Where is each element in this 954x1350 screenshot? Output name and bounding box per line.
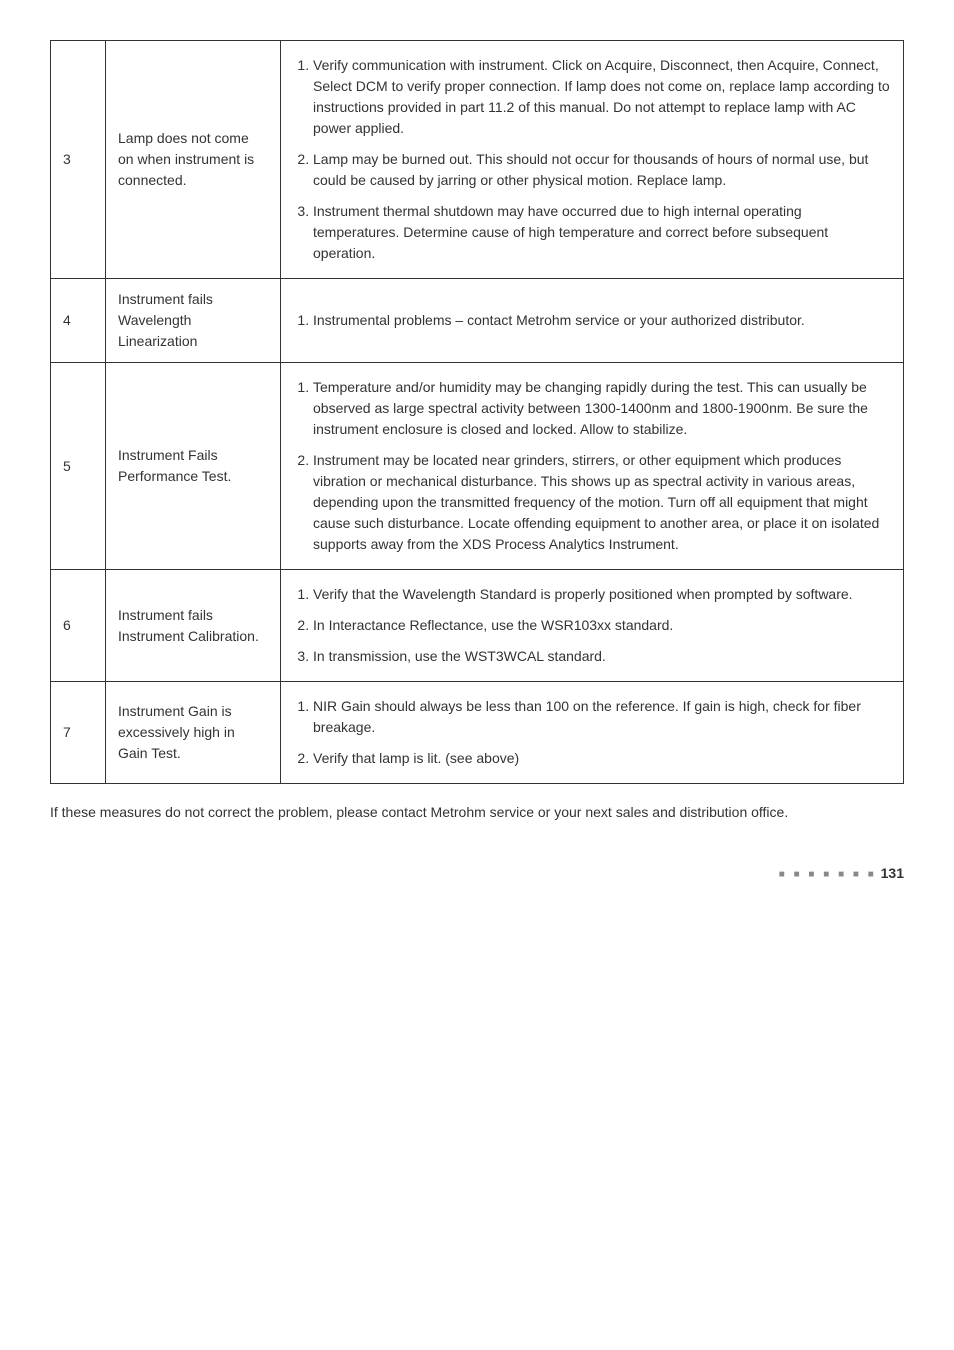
row-steps: Verify that the Wavelength Standard is p… [281, 570, 904, 682]
row-number: 3 [51, 41, 106, 279]
steps-list: NIR Gain should always be less than 100 … [293, 696, 891, 769]
row-label: Lamp does not come on when instrument is… [106, 41, 281, 279]
row-label: Instrument fails Instrument Calibration. [106, 570, 281, 682]
step-item: Verify communication with instrument. Cl… [313, 55, 891, 139]
step-item: Temperature and/or humidity may be chang… [313, 377, 891, 440]
row-label: Instrument Fails Performance Test. [106, 363, 281, 570]
row-label: Instrument fails Wavelength Linearizatio… [106, 279, 281, 363]
step-item: Instrument thermal shutdown may have occ… [313, 201, 891, 264]
row-steps: Instrumental problems – contact Metrohm … [281, 279, 904, 363]
row-number: 7 [51, 682, 106, 784]
steps-list: Temperature and/or humidity may be chang… [293, 377, 891, 555]
steps-list: Verify communication with instrument. Cl… [293, 55, 891, 264]
page-number-value: 131 [881, 865, 904, 881]
step-item: In transmission, use the WST3WCAL standa… [313, 646, 891, 667]
row-number: 5 [51, 363, 106, 570]
step-item: Instrumental problems – contact Metrohm … [313, 310, 891, 331]
row-steps: NIR Gain should always be less than 100 … [281, 682, 904, 784]
page-number: ■ ■ ■ ■ ■ ■ ■ 131 [50, 863, 904, 884]
table-row: 3Lamp does not come on when instrument i… [51, 41, 904, 279]
table-row: 4Instrument fails Wavelength Linearizati… [51, 279, 904, 363]
row-steps: Verify communication with instrument. Cl… [281, 41, 904, 279]
step-item: NIR Gain should always be less than 100 … [313, 696, 891, 738]
table-row: 6Instrument fails Instrument Calibration… [51, 570, 904, 682]
step-item: In Interactance Reflectance, use the WSR… [313, 615, 891, 636]
step-item: Lamp may be burned out. This should not … [313, 149, 891, 191]
step-item: Instrument may be located near grinders,… [313, 450, 891, 555]
row-label: Instrument Gain is excessively high in G… [106, 682, 281, 784]
steps-list: Instrumental problems – contact Metrohm … [293, 310, 891, 331]
row-number: 6 [51, 570, 106, 682]
step-item: Verify that lamp is lit. (see above) [313, 748, 891, 769]
footer-text: If these measures do not correct the pro… [50, 802, 904, 823]
row-steps: Temperature and/or humidity may be chang… [281, 363, 904, 570]
table-row: 5Instrument Fails Performance Test. Tempe… [51, 363, 904, 570]
steps-list: Verify that the Wavelength Standard is p… [293, 584, 891, 667]
row-number: 4 [51, 279, 106, 363]
step-item: Verify that the Wavelength Standard is p… [313, 584, 891, 605]
troubleshoot-table: 3Lamp does not come on when instrument i… [50, 40, 904, 784]
page-dots: ■ ■ ■ ■ ■ ■ ■ [779, 869, 877, 880]
table-row: 7Instrument Gain is excessively high in … [51, 682, 904, 784]
